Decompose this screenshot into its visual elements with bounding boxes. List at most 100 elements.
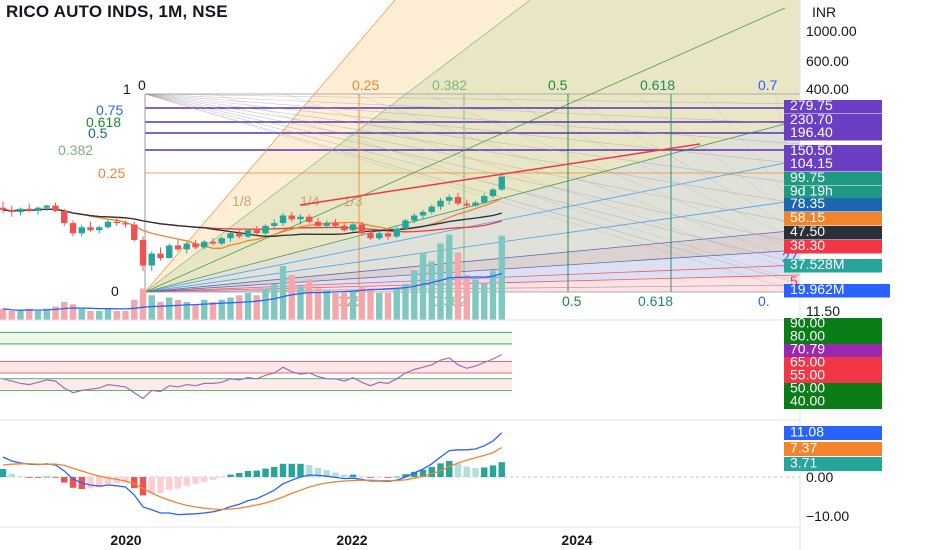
volume-bar: [367, 288, 374, 320]
volume-bar: [52, 306, 59, 320]
price-badge-label: 11.08: [790, 424, 824, 440]
candle-body: [104, 221, 112, 228]
fib-level-label: 0.382: [58, 142, 93, 158]
price-axis-labels: INR 1000.00 600.00 400.00 11.50 0.00 −10.00: [806, 4, 857, 524]
candle-body: [306, 216, 313, 222]
volume-bar: [411, 270, 418, 320]
volume-bar: [43, 308, 50, 320]
volume-bar: [192, 304, 199, 320]
candle-body: [253, 230, 260, 234]
price-axis-tick: 1000.00: [806, 23, 857, 39]
fib-time-label: 0.25: [352, 77, 379, 93]
price-badge: [784, 212, 882, 226]
volume-bar: [463, 275, 470, 320]
price-badge-label: 7.37: [790, 440, 817, 456]
price-badge-label: 38.30: [790, 237, 825, 253]
candle-body: [166, 245, 173, 259]
volume-bar: [148, 295, 155, 320]
macd-histogram-bar: [157, 477, 164, 493]
macd-histogram-bar: [69, 477, 77, 488]
fib-level-label: 0.75: [96, 102, 123, 118]
price-badge-label: 90.00: [790, 315, 825, 331]
volume-bar: [437, 243, 444, 320]
fib-level-label: 0.25: [98, 165, 125, 181]
candle-body: [411, 215, 418, 221]
fib-fan-label: 1/4: [300, 193, 320, 209]
candle-body: [61, 210, 68, 224]
macd-histogram-bar: [122, 477, 129, 483]
volume-bar: [236, 295, 243, 320]
macd-histogram-bar: [166, 477, 173, 490]
volume-bar: [218, 299, 225, 320]
candle-body: [446, 197, 453, 201]
candle-body: [122, 223, 129, 225]
macd-histogram-bar: [498, 462, 505, 477]
price-badge: [784, 357, 882, 370]
price-badge-label: 99.75: [790, 169, 825, 185]
volume-bar: [61, 302, 68, 320]
volume-bar: [253, 295, 260, 320]
fib-fan-ray: [144, 7, 786, 293]
price-badge: [784, 127, 882, 141]
volume-ma-line: [2, 272, 502, 311]
fib-time-label: 0.618: [638, 293, 673, 309]
price-badge: [784, 457, 882, 471]
candle-body: [157, 253, 164, 259]
time-axis[interactable]: 2020 2022 2024: [110, 532, 592, 548]
volume-bar: [481, 284, 488, 320]
candle-body: [323, 223, 330, 226]
candle-body: [148, 253, 155, 266]
volume-bar: [428, 261, 435, 320]
volume-bar: [498, 235, 505, 320]
macd-histogram-bar: [34, 477, 42, 478]
macd-histogram-bar: [227, 474, 234, 477]
candle-body: [209, 241, 217, 244]
macd-histogram-bar: [61, 477, 68, 483]
price-badge-label: 19.962M: [790, 281, 844, 297]
volume-bar: [419, 252, 427, 320]
volume-bar: [113, 311, 120, 320]
trend-line: [299, 143, 701, 206]
macd-axis-tick: −10.00: [806, 508, 849, 524]
candle-body: [96, 227, 103, 231]
candle-body: [201, 241, 208, 248]
price-axis-currency: INR: [812, 4, 836, 20]
volume-bar: [122, 311, 129, 320]
macd-histogram-bar: [323, 470, 330, 477]
volume-bar: [26, 308, 33, 320]
volume-bar: [8, 311, 15, 320]
macd-histogram-bar: [332, 472, 339, 477]
volume-bar: [78, 308, 85, 320]
volume-bar: [393, 288, 400, 320]
price-badge-label: 279.75: [790, 97, 833, 113]
candle-body: [227, 233, 234, 239]
macd-histogram-bar: [446, 461, 453, 477]
price-badge-label: 37.528M: [790, 256, 844, 272]
macd-histogram-bar: [218, 477, 225, 478]
price-badge-label: 40.00: [790, 393, 825, 409]
macd-histogram-bar: [0, 469, 7, 477]
time-axis-label: 2022: [336, 532, 367, 548]
macd-histogram-bar: [104, 477, 112, 485]
moving-average-line: [2, 208, 502, 237]
candle-body: [17, 208, 24, 213]
fib-level-label: 0.618: [86, 114, 121, 130]
price-badge-label: 50.00: [790, 380, 825, 396]
price-axis-tick: 11.50: [806, 303, 840, 319]
fib-fan-label: 1/8: [232, 193, 252, 209]
candle-body: [78, 227, 85, 234]
time-axis-label: 2020: [110, 532, 141, 548]
fib-time-label: 0.: [758, 293, 770, 309]
macd-histogram-bar: [384, 477, 392, 478]
price-badge-label: 104.15: [790, 155, 833, 171]
macd-histogram-bar: [419, 469, 427, 477]
macd-histogram-bar: [43, 476, 50, 478]
volume-bar: [262, 288, 269, 320]
volume-bar: [376, 293, 383, 320]
macd-histogram-bar: [402, 474, 409, 477]
candle-body: [8, 209, 15, 213]
candle-body: [236, 233, 243, 237]
macd-histogram-bar: [262, 468, 269, 477]
price-badge: [784, 426, 882, 440]
price-badge: [784, 226, 882, 240]
